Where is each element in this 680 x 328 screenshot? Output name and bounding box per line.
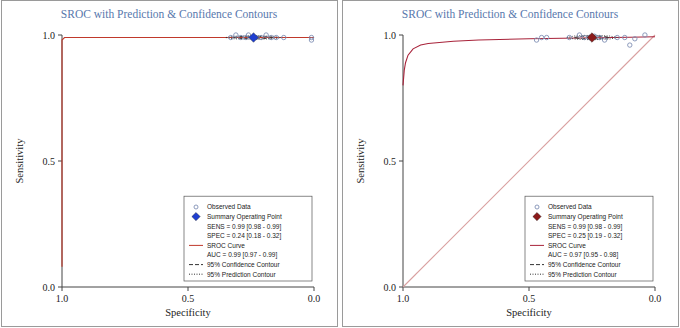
data-point: [544, 35, 548, 39]
x-axis-label: Specificity: [506, 307, 552, 318]
legend-label: SROC Curve: [548, 242, 586, 249]
y-tick-label: 0.0: [43, 282, 56, 293]
data-point: [567, 35, 571, 39]
legend-symbol: [194, 205, 198, 209]
data-point: [539, 35, 543, 39]
data-point: [577, 33, 581, 37]
y-tick: [399, 161, 403, 162]
y-tick-label: 1.0: [384, 30, 397, 41]
x-tick: [403, 287, 404, 291]
x-axis-label: Specificity: [165, 307, 211, 318]
x-tick: [655, 287, 656, 291]
data-point: [229, 35, 233, 39]
data-point: [249, 33, 259, 43]
data-point: [244, 35, 248, 39]
x-tick-label: 0.0: [649, 293, 662, 304]
y-tick: [399, 287, 403, 288]
title: SROC with Prediction & Confidence Contou…: [61, 8, 278, 20]
data-point: [597, 35, 601, 39]
x-tick-label: 0.0: [308, 293, 321, 304]
figure: SROC with Prediction & Confidence Contou…: [0, 0, 680, 328]
legend-symbol: [530, 245, 544, 246]
panel-frame: [343, 1, 679, 327]
legend-symbol: [533, 212, 541, 220]
legend-label: SROC Curve: [207, 242, 245, 249]
legend-note: SENS = 0.99 [0.98 - 0.99]: [207, 223, 281, 231]
x-tick-label: 1.0: [397, 293, 410, 304]
data-point: [309, 38, 313, 42]
data-point: [264, 33, 268, 37]
legend-label: Observed Data: [548, 203, 592, 210]
legend-note: SENS = 0.99 [0.98 - 0.99]: [548, 223, 622, 231]
y-tick-label: 0.5: [43, 156, 56, 167]
legend-note: AUC = 0.99 [0.97 - 0.99]: [207, 251, 277, 259]
y-axis-label: Sensitivity: [355, 138, 366, 184]
x-tick: [188, 287, 189, 291]
legend-box: [525, 196, 653, 281]
plot-area: [403, 33, 655, 287]
legend-label: Summary Operating Point: [548, 213, 623, 221]
legend-note: SPEC = 0.24 [0.18 - 0.32]: [207, 232, 281, 240]
y-tick: [58, 287, 62, 288]
data-point: [234, 33, 238, 37]
data-point: [269, 35, 273, 39]
y-tick: [58, 161, 62, 162]
legend-symbol: [192, 212, 200, 220]
x-tick-label: 0.5: [182, 293, 195, 304]
data-point: [239, 35, 243, 39]
y-tick-label: 1.0: [43, 30, 56, 41]
panel-frame: [2, 1, 338, 327]
legend-symbol: [530, 264, 544, 265]
y-tick: [399, 35, 403, 36]
data-point: [623, 35, 627, 39]
series-line: [403, 37, 655, 86]
legend: Observed Data Summary Operating Point SENS…: [525, 196, 653, 281]
data-point: [534, 38, 538, 42]
data-point: [633, 37, 637, 41]
legend-symbol: [189, 245, 203, 246]
legend-symbol: [189, 264, 203, 265]
x-tick: [314, 287, 315, 291]
y-tick-label: 0.0: [384, 282, 397, 293]
data-point: [602, 38, 606, 42]
legend-label: 95% Confidence Contour: [548, 261, 621, 268]
y-tick-label: 0.5: [384, 156, 397, 167]
x-tick: [529, 287, 530, 291]
data-point: [582, 35, 586, 39]
y-tick: [58, 35, 62, 36]
panel: SROC with Prediction & Confidence Contou…: [2, 1, 338, 327]
legend-symbol: [530, 274, 544, 275]
legend-label: Summary Operating Point: [207, 213, 282, 221]
legend-symbol: [189, 274, 203, 275]
legend-label: 95% Prediction Contour: [207, 271, 276, 278]
title: SROC with Prediction & Confidence Contou…: [402, 8, 619, 20]
legend-box: [184, 196, 312, 281]
data-point: [628, 43, 632, 47]
legend-label: 95% Confidence Contour: [207, 261, 280, 268]
data-point: [587, 33, 597, 43]
series-line: [403, 35, 655, 287]
legend-symbol: [535, 205, 539, 209]
legend-label: Observed Data: [207, 203, 251, 210]
x-tick: [62, 287, 63, 291]
legend-label: 95% Prediction Contour: [548, 271, 617, 278]
y-axis-label: Sensitivity: [14, 138, 25, 184]
data-point: [274, 35, 278, 39]
x-tick-label: 1.0: [56, 293, 69, 304]
legend-note: SPEC = 0.25 [0.19 - 0.32]: [548, 232, 622, 240]
panel: SROC with Prediction & Confidence Contou…: [343, 1, 679, 327]
data-point: [643, 33, 647, 37]
data-point: [615, 35, 619, 39]
legend-note: AUC = 0.97 [0.95 - 0.98]: [548, 251, 618, 259]
legend: Observed Data Summary Operating Point SENS…: [184, 196, 312, 281]
x-tick-label: 0.5: [523, 293, 536, 304]
data-point: [259, 35, 263, 39]
data-point: [282, 35, 286, 39]
